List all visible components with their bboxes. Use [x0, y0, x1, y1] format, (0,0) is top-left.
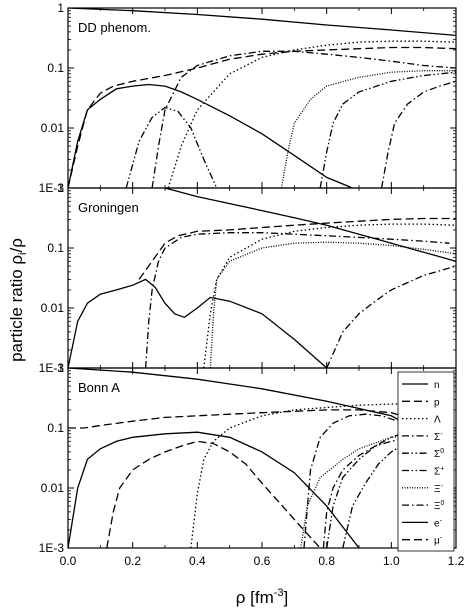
- y-tick-label: 0.01: [41, 121, 65, 135]
- series-line-Λ: [203, 223, 456, 368]
- y-tick-label: 0.1: [47, 61, 64, 75]
- series-line-Σ-: [303, 413, 399, 548]
- series-line-Ξ0: [322, 438, 402, 548]
- series-line-Λ: [190, 401, 456, 548]
- legend: npΛ Σ- Σ0 Σ+ Ξ- Ξ0 e-μ-: [397, 371, 455, 552]
- x-axis-label-tail: ]: [284, 588, 289, 607]
- y-tick-label: 1: [57, 1, 64, 15]
- series-line-Λ: [167, 40, 456, 188]
- legend-label-n: n: [434, 380, 440, 391]
- y-axis-label-main: particle ratio ρ: [7, 255, 26, 362]
- legend-label-e-: e-: [434, 517, 443, 529]
- legend-box: [397, 371, 455, 552]
- series-line-n: [164, 188, 456, 262]
- legend-label-Σ+: Σ+: [434, 466, 444, 478]
- series-line-n: [68, 368, 402, 422]
- series-line-Ξ0: [326, 265, 456, 368]
- series-line-e-: [68, 83, 353, 188]
- series-line-Σ-: [144, 232, 450, 368]
- plot-frame: [67, 367, 457, 549]
- series-line-e-: [68, 431, 360, 548]
- x-tick-label: 1.2: [448, 554, 465, 568]
- x-tick-label: 0.2: [124, 554, 141, 568]
- series-line-p: [68, 46, 456, 188]
- y-tick-label: 0.1: [47, 241, 64, 255]
- panel-2: 1 0.1 0.01 1E-3 Groningen: [39, 181, 457, 375]
- series-line-Σ0: [125, 106, 218, 188]
- legend-label-p: p: [434, 397, 440, 408]
- y-tick-label: 1: [57, 181, 64, 195]
- y-tick-label: 1: [57, 361, 64, 375]
- series-line-Σ-: [151, 50, 456, 188]
- x-axis-label-main: ρ [fm: [236, 588, 274, 607]
- series-line-Ξ-: [300, 434, 408, 548]
- plot-frame: [67, 187, 457, 369]
- panel-title: DD phenom.: [78, 20, 151, 35]
- legend-label-Λ: Λ: [434, 415, 441, 426]
- y-tick-label: 0.1: [47, 421, 64, 435]
- x-tick-label: 0.0: [60, 554, 77, 568]
- legend-label-Σ-: Σ-: [434, 431, 443, 443]
- series-line-Σ+: [319, 71, 456, 188]
- legend-label-Ξ0: Ξ0: [434, 500, 445, 512]
- y-axis-label-sub: i: [17, 252, 29, 254]
- panel-title: Groningen: [78, 200, 139, 215]
- y-axis-label: particle ratio ρi/ρ: [7, 238, 29, 362]
- series-line-Ξ-: [209, 241, 456, 368]
- x-tick-label: 1.0: [383, 554, 400, 568]
- series-line-Σ+: [342, 445, 402, 548]
- y-tick-label: 0.01: [41, 301, 65, 315]
- series-line-μ-: [106, 440, 321, 548]
- x-axis-label-sup: -3: [274, 587, 284, 599]
- series-line-p: [138, 217, 456, 280]
- series-line-Ξ-: [280, 70, 456, 188]
- series-line-p: [68, 409, 408, 429]
- x-tick-label: 0.6: [254, 554, 271, 568]
- series-line-Σ0: [326, 433, 402, 548]
- x-tick-label: 0.4: [189, 554, 206, 568]
- y-tick-label: 1E-3: [39, 181, 65, 195]
- legend-label-Ξ-: Ξ-: [434, 483, 444, 495]
- series-line-Ξ0: [380, 80, 456, 188]
- legend-label-Σ0: Σ0: [434, 448, 444, 460]
- series-line-n: [68, 8, 456, 37]
- panel-title: Bonn A: [78, 380, 120, 395]
- panel-1: 1 0.1 0.01 1E-3 DD phenom.: [39, 1, 457, 195]
- series-line-e-: [68, 278, 328, 368]
- y-axis-label-tail: /ρ: [7, 238, 26, 252]
- legend-label-μ-: μ-: [434, 535, 443, 547]
- x-axis-label: ρ [fm-3]: [236, 587, 289, 607]
- plot-frame: [67, 7, 457, 189]
- x-tick-label: 0.8: [318, 554, 335, 568]
- y-tick-label: 1E-3: [39, 361, 65, 375]
- y-tick-label: 0.01: [41, 481, 65, 495]
- y-tick-label: 1E-3: [39, 541, 65, 555]
